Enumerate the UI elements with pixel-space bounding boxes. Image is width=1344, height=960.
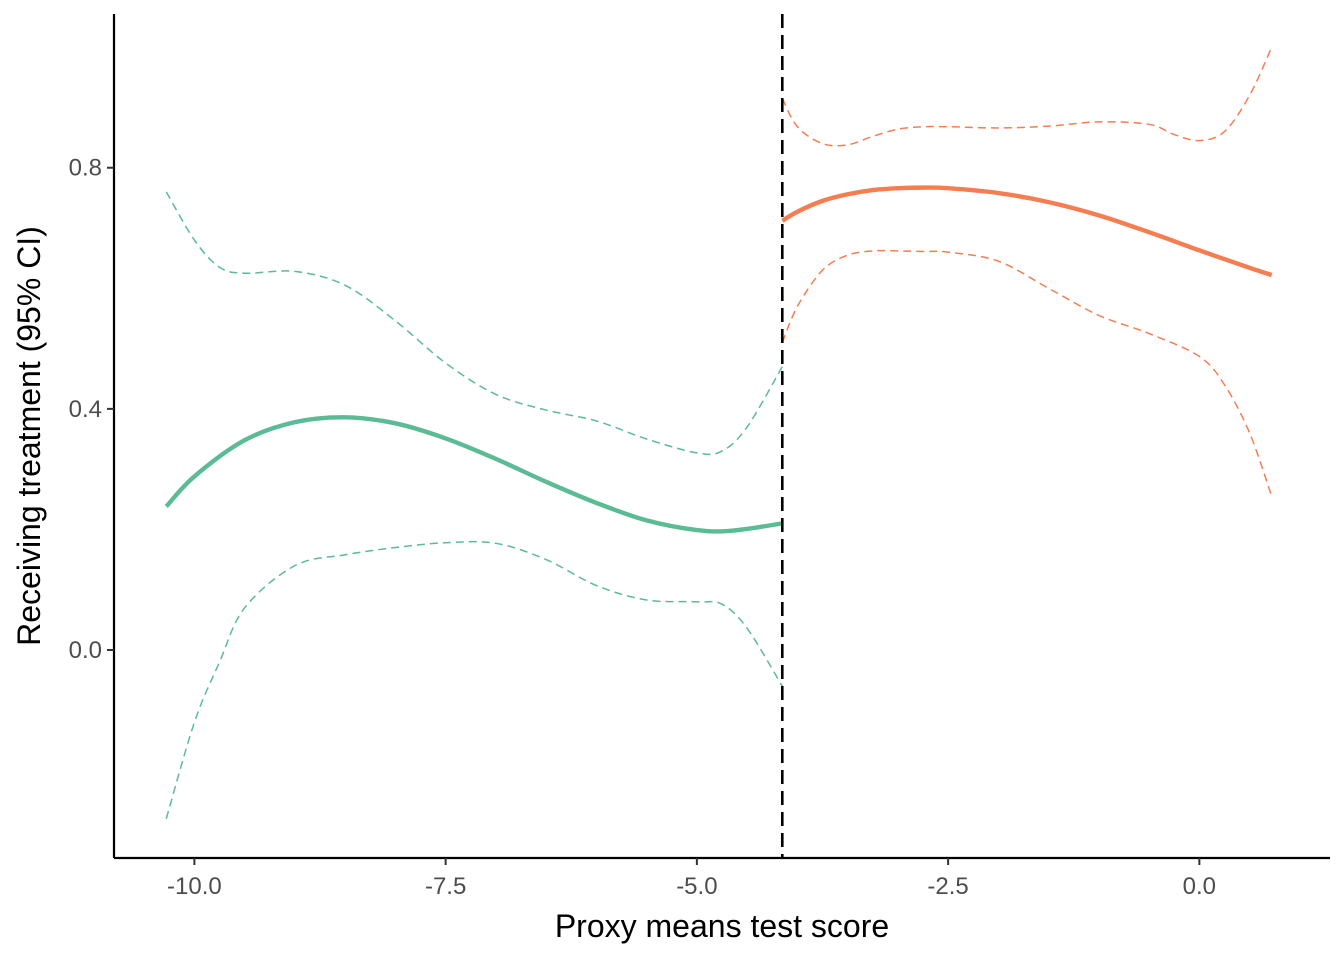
- x-tick-label: -2.5: [927, 873, 968, 900]
- y-tick-label: 0.4: [69, 396, 102, 423]
- right-lower-ci-line: [781, 249, 1273, 497]
- x-tick-label: -7.5: [425, 873, 466, 900]
- axis-ticks: -10.0 -7.5 -5.0 -2.5 0.0 0.0 0.4 0.8: [69, 155, 1216, 900]
- x-tick-label: -5.0: [676, 873, 717, 900]
- plot-marks: [164, 14, 1273, 858]
- right-upper-ci-line: [781, 46, 1273, 147]
- left-lower-ci-line: [165, 540, 783, 820]
- left-upper-ci-line: [165, 191, 783, 456]
- x-tick-label: 0.0: [1183, 873, 1216, 900]
- right-fit-line: [781, 185, 1273, 278]
- y-tick-label: 0.8: [69, 155, 102, 182]
- x-axis-title: Proxy means test score: [555, 908, 889, 944]
- x-tick-label: -10.0: [167, 873, 222, 900]
- y-tick-label: 0.0: [69, 637, 102, 664]
- axes: [112, 14, 1330, 860]
- y-axis-title: Receiving treatment (95% CI): [11, 226, 47, 646]
- left-fit-line: [164, 415, 783, 534]
